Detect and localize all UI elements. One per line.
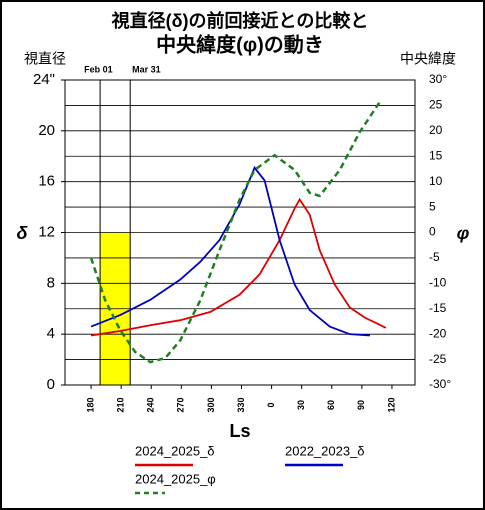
y2-axis-title: 中央緯度 [400, 51, 456, 67]
y2-tick-label: 15 [429, 148, 443, 162]
x-tick-label: 330 [236, 397, 246, 412]
y2-label: φ [457, 223, 470, 243]
y2-tick-label: -30° [429, 377, 451, 391]
y2-tick-label: -20 [429, 326, 447, 340]
x-tick-label: 240 [146, 397, 156, 412]
y2-tick-label: -5 [429, 250, 440, 264]
y-tick-label: 12 [38, 223, 55, 240]
x-tick-label: 270 [176, 397, 186, 412]
series-line [90, 165, 370, 337]
y-tick-label: 20 [38, 122, 55, 139]
x-tick-label: 30 [296, 400, 306, 410]
legend-label: 2024_2025_δ [135, 443, 215, 458]
x-tick-label: 0 [266, 402, 276, 407]
chart-subtitle: 中央緯度(φ)の動き [156, 32, 324, 56]
x-tick-label: 120 [386, 397, 396, 412]
series-line [89, 101, 381, 364]
chart-title: 視直径(δ)の前回接近との比較と [111, 10, 369, 31]
x-tick-label: 90 [356, 400, 366, 410]
y-label: δ [17, 223, 29, 243]
y2-tick-label: 0 [429, 225, 436, 239]
y2-tick-label: 30° [429, 72, 447, 86]
y2-tick-label: 25 [429, 98, 443, 112]
y2-tick-label: 10 [429, 174, 443, 188]
annotation-label: Feb 01 [84, 64, 113, 74]
legend-label: 2022_2023_δ [285, 443, 365, 458]
y2-tick-label: 20 [429, 123, 443, 137]
plot-frame [64, 79, 416, 386]
y-tick-label: 8 [47, 274, 55, 291]
x-tick-label: 300 [206, 397, 216, 412]
x-tick-label: 210 [116, 397, 126, 412]
y-axis-title: 視直径 [24, 51, 66, 67]
y-tick-label: 24" [33, 71, 55, 88]
x-tick-label: 180 [85, 397, 95, 412]
y2-tick-label: -10 [429, 276, 447, 290]
legend-label: 2024_2025_φ [135, 471, 216, 486]
y2-tick-label: -25 [429, 352, 447, 366]
series-line [90, 197, 387, 337]
x-tick-label: 60 [326, 400, 336, 410]
y-tick-label: 4 [47, 325, 55, 342]
y-tick-label: 0 [47, 376, 55, 393]
y2-tick-label: -15 [429, 301, 447, 315]
annotation-label: Mar 31 [132, 64, 161, 74]
y2-tick-label: 5 [429, 199, 436, 213]
x-label: Ls [229, 421, 250, 441]
y-tick-label: 16 [38, 173, 55, 190]
